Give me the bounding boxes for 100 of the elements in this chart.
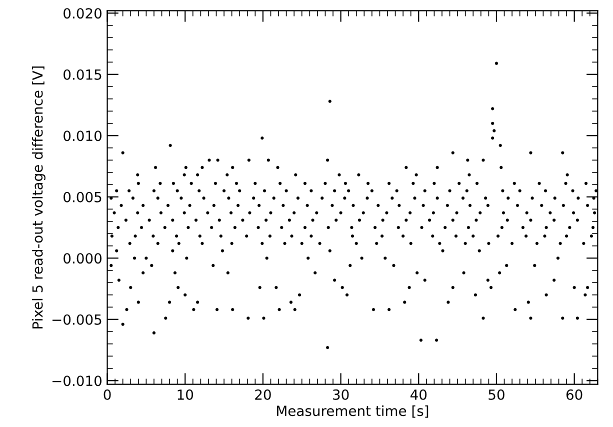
point (190, 182, 193, 185)
point (562, 204, 565, 208)
point (121, 151, 124, 154)
point (544, 226, 548, 230)
point (408, 286, 411, 290)
point (416, 271, 419, 274)
point (333, 189, 336, 192)
point (500, 226, 504, 230)
point (506, 196, 510, 200)
point (117, 278, 121, 282)
point (185, 256, 188, 260)
point (571, 189, 574, 192)
x-tick-label: 50 (488, 389, 504, 400)
point (278, 308, 281, 312)
point (436, 196, 439, 200)
point (110, 264, 113, 268)
point (482, 316, 485, 320)
point (395, 189, 398, 192)
point (350, 234, 354, 238)
point (241, 218, 244, 222)
point (110, 234, 114, 238)
point (428, 218, 432, 222)
point (212, 204, 216, 208)
point (306, 204, 309, 208)
point (561, 151, 564, 154)
point (572, 286, 576, 290)
point (315, 211, 318, 214)
point (535, 242, 539, 245)
point (486, 278, 490, 282)
x-tick-label: 40 (410, 389, 427, 400)
point (533, 264, 536, 268)
point (260, 242, 264, 245)
point (451, 151, 454, 154)
point (436, 166, 439, 170)
point (472, 234, 475, 238)
point (303, 226, 307, 230)
point (524, 234, 528, 238)
point (350, 226, 354, 230)
point (140, 226, 144, 230)
x-tick-label: 0 (104, 389, 111, 400)
point (245, 234, 248, 238)
point (525, 211, 528, 214)
point (590, 234, 593, 238)
point (330, 204, 334, 208)
point (196, 173, 200, 176)
point (112, 211, 116, 214)
point (561, 316, 564, 320)
point (326, 158, 330, 162)
point (455, 211, 458, 214)
point (188, 204, 192, 208)
point (538, 182, 541, 185)
point (168, 144, 172, 147)
point (529, 151, 532, 154)
point (388, 308, 391, 312)
point (586, 204, 590, 208)
point (352, 204, 355, 208)
point (326, 226, 330, 230)
point (320, 196, 324, 200)
point (543, 234, 546, 238)
point (572, 211, 576, 214)
point (171, 218, 174, 222)
point (136, 300, 140, 304)
point (514, 308, 517, 312)
point (269, 211, 272, 214)
point (451, 218, 454, 222)
point (262, 316, 266, 320)
point (306, 256, 310, 260)
point (182, 173, 186, 176)
point (446, 204, 449, 208)
point (268, 234, 272, 238)
point (220, 249, 224, 252)
point (154, 166, 158, 170)
point (403, 300, 406, 304)
point (131, 196, 135, 200)
point (558, 242, 562, 245)
point (340, 286, 344, 290)
point (402, 234, 405, 238)
point (328, 100, 332, 103)
point (142, 271, 145, 274)
point (398, 204, 401, 208)
point (208, 158, 211, 162)
point (518, 189, 522, 192)
point (468, 204, 472, 208)
point (388, 182, 391, 185)
point (556, 256, 560, 260)
point (506, 218, 509, 222)
point (422, 204, 425, 208)
point (347, 189, 350, 192)
point (491, 107, 494, 110)
point (280, 226, 284, 230)
point (310, 234, 313, 238)
y-tick-label: 0.020 (64, 8, 102, 19)
point (586, 286, 590, 290)
point (156, 242, 160, 245)
point (164, 316, 168, 320)
point (339, 211, 342, 214)
point (333, 278, 336, 282)
point (218, 218, 221, 222)
point (196, 300, 200, 304)
point (116, 226, 120, 230)
